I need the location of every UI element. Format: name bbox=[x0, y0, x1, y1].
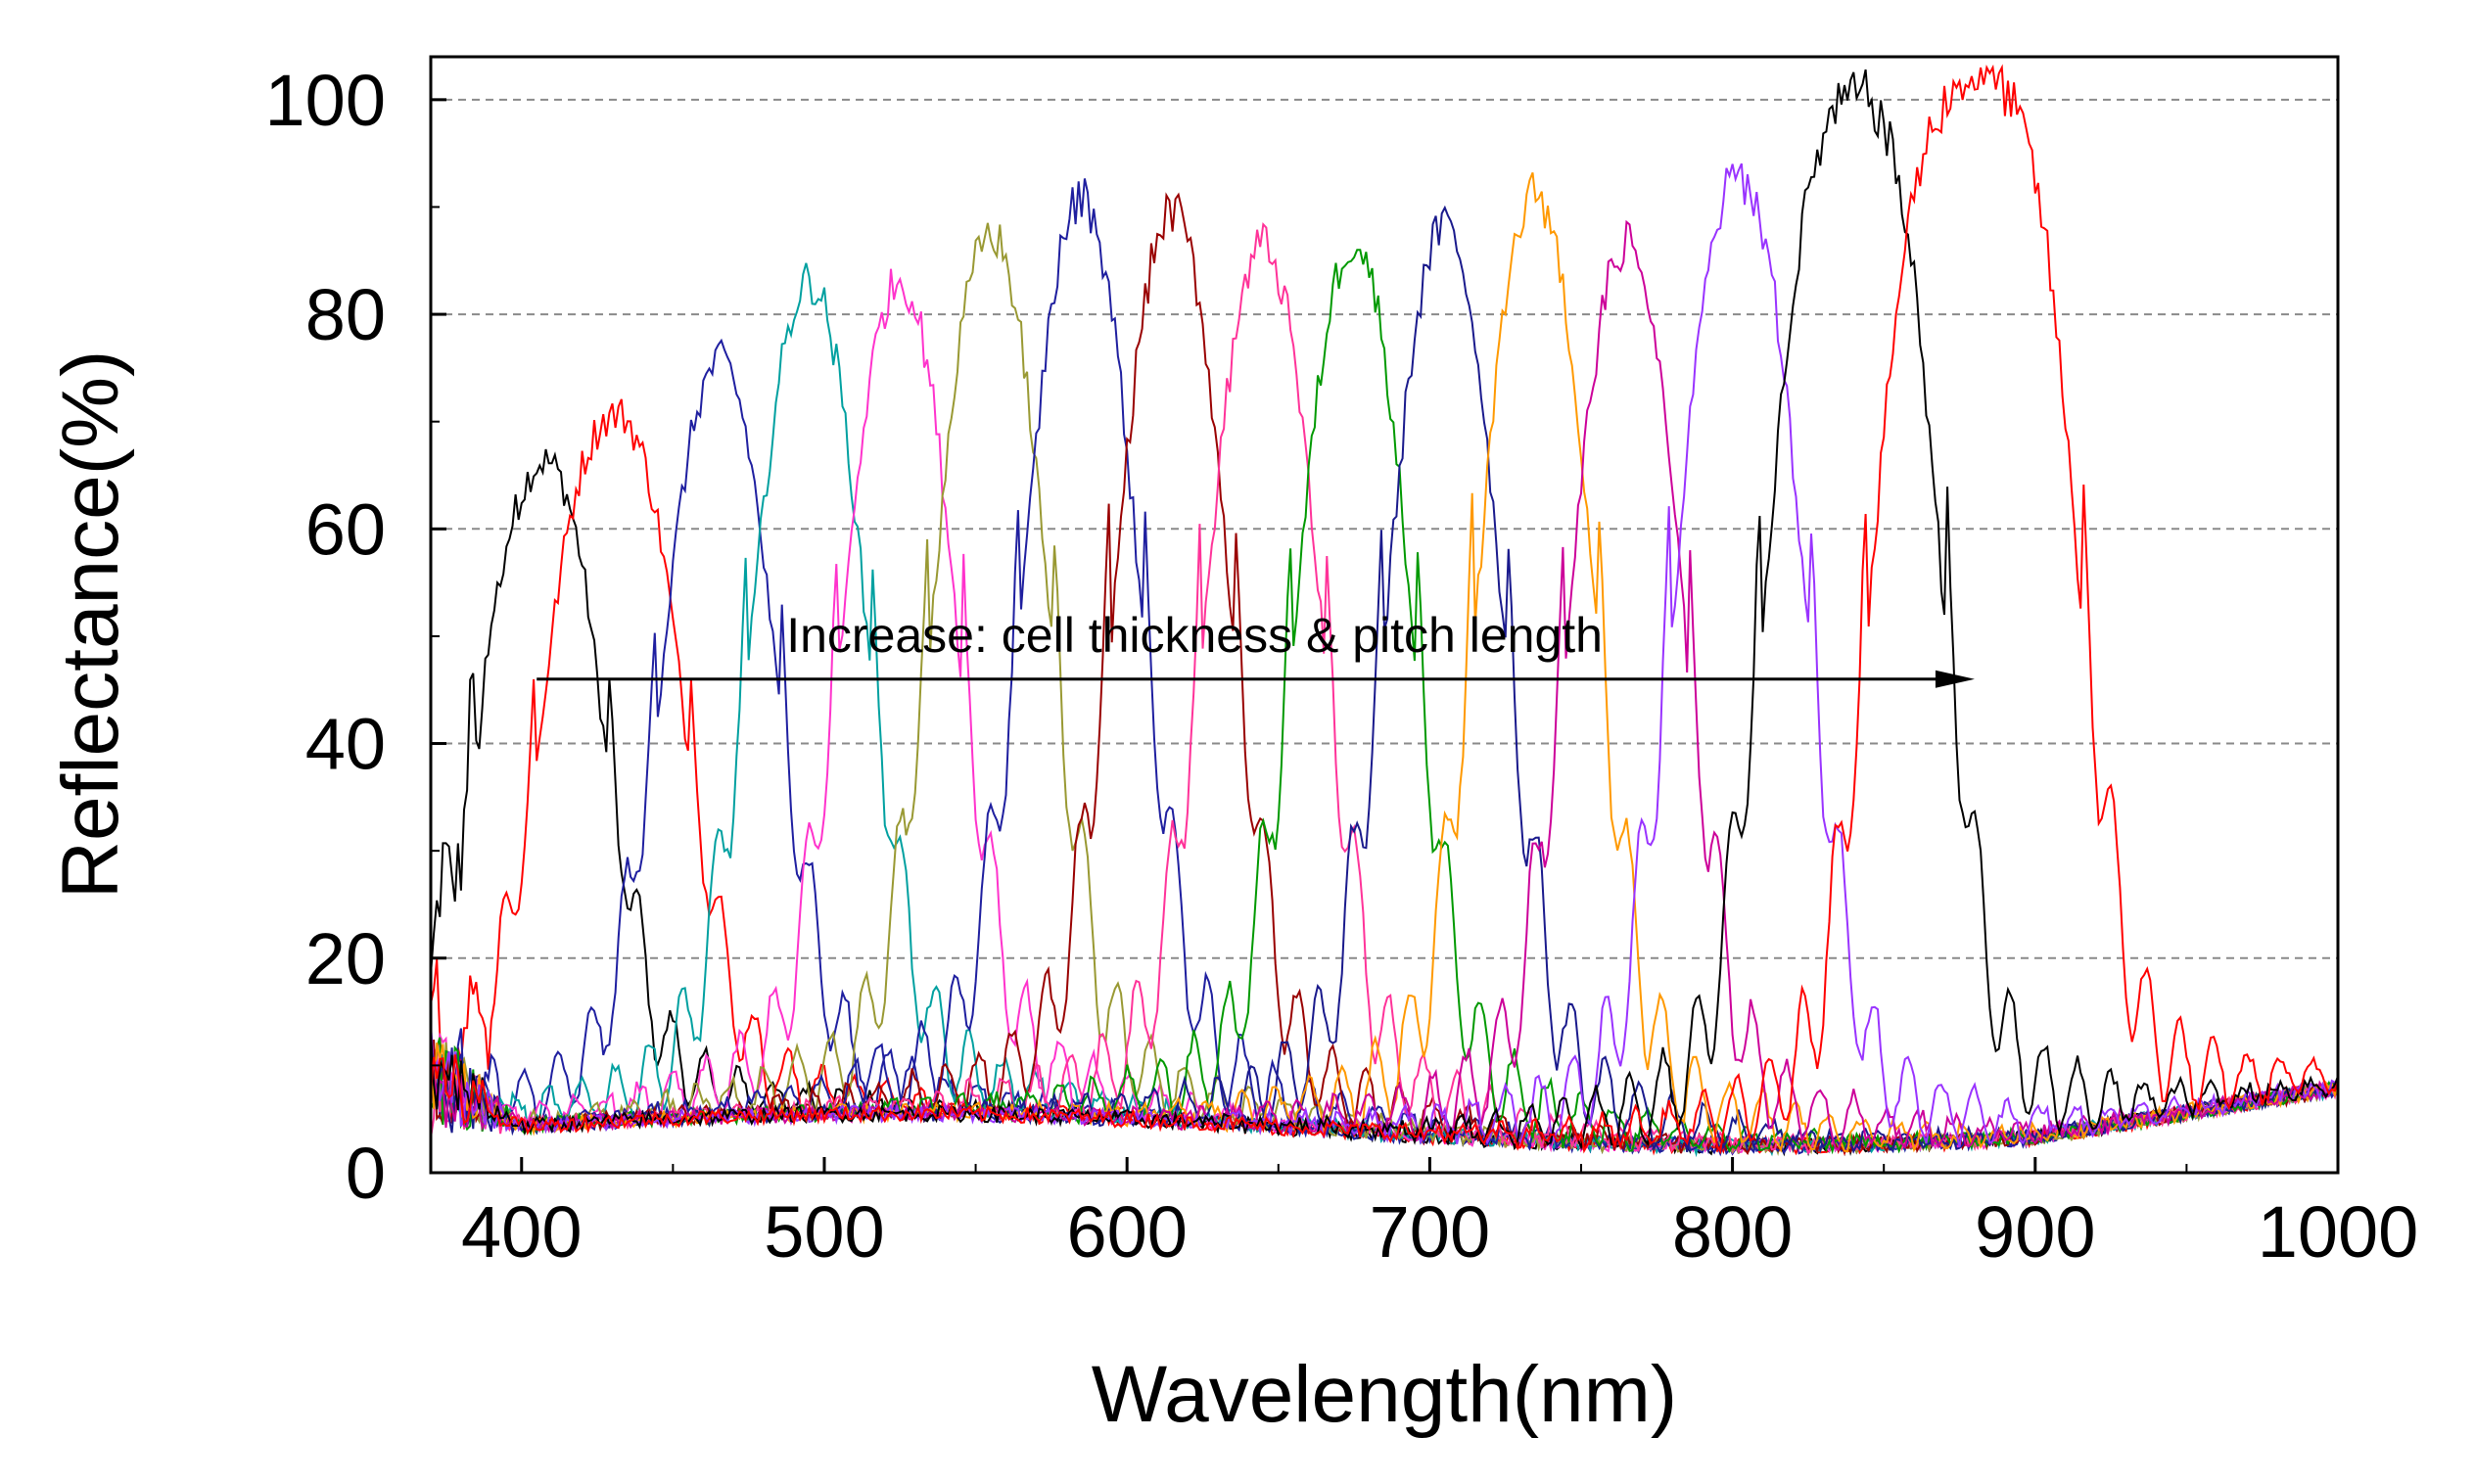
y-tick-label-80: 80 bbox=[305, 274, 386, 355]
series-line-13 bbox=[430, 219, 2339, 1152]
x-tick-label-700: 700 bbox=[1370, 1191, 1490, 1273]
tick-layer: 400 500 600 700 800 900 1000 0 20 40 60 80 100 bbox=[265, 60, 2419, 1273]
x-tick-label-800: 800 bbox=[1672, 1191, 1793, 1273]
series-line-10 bbox=[430, 249, 2339, 1155]
y-tick-label-60: 60 bbox=[305, 488, 386, 570]
series-line-14 bbox=[430, 162, 2339, 1148]
x-tick-label-600: 600 bbox=[1066, 1191, 1187, 1273]
y-tick-label-20: 20 bbox=[305, 918, 386, 999]
series-line-15 bbox=[430, 69, 2339, 1151]
series-line-1 bbox=[430, 448, 2339, 1157]
plot-frame bbox=[429, 55, 2340, 1175]
increase-arrowhead bbox=[1935, 670, 1975, 688]
y-tick-label-0: 0 bbox=[346, 1133, 386, 1214]
annotation-layer: Increase: cell thickness & pitch length bbox=[537, 608, 1975, 688]
x-tick-label-500: 500 bbox=[764, 1191, 884, 1273]
series-line-4 bbox=[430, 262, 2339, 1158]
series-layer bbox=[430, 64, 2339, 1158]
x-tick-label-400: 400 bbox=[461, 1191, 582, 1273]
y-axis-title: Reflectance(%) bbox=[46, 350, 135, 900]
series-line-2 bbox=[430, 398, 2339, 1156]
series-line-5 bbox=[430, 268, 2339, 1155]
annotation-text: Increase: cell thickness & pitch length bbox=[786, 608, 1603, 663]
series-line-3 bbox=[430, 338, 2339, 1157]
y-tick-label-100: 100 bbox=[265, 60, 386, 141]
grid-layer bbox=[431, 98, 2338, 959]
series-line-9 bbox=[430, 221, 2339, 1155]
x-tick-label-1000: 1000 bbox=[2258, 1191, 2419, 1273]
series-line-16 bbox=[430, 64, 2339, 1155]
y-tick-label-40: 40 bbox=[305, 704, 386, 785]
x-axis-title: Wavelength(nm) bbox=[1092, 1350, 1678, 1439]
x-tick-label-900: 900 bbox=[1975, 1191, 2095, 1273]
